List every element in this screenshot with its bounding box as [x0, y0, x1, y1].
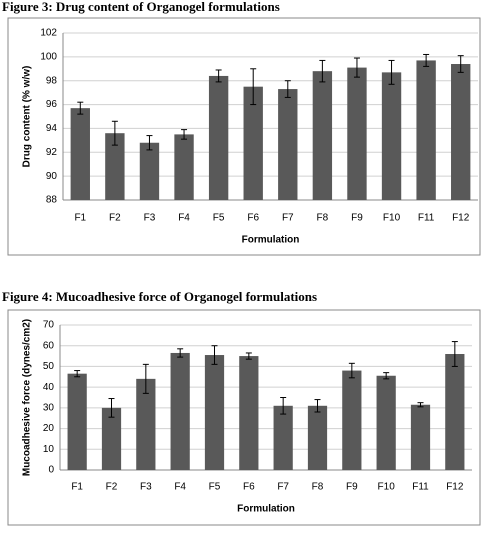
figure-caption: Figure 3: Drug content of Organogel form… — [2, 0, 280, 14]
bar — [67, 373, 87, 470]
bar — [105, 133, 125, 200]
bar — [376, 375, 396, 470]
x-tick-label: F9 — [346, 482, 358, 493]
bar — [101, 407, 122, 470]
x-tick-label: F9 — [351, 213, 363, 224]
x-axis-title: Formulation — [237, 504, 295, 515]
x-tick-label: F8 — [317, 213, 329, 224]
x-tick-label: F3 — [140, 482, 152, 493]
x-tick-label: F5 — [209, 482, 221, 493]
y-tick-label: 94 — [46, 123, 58, 134]
bar — [278, 89, 298, 200]
x-tick-label: F3 — [144, 213, 156, 224]
chart-frame — [7, 17, 481, 256]
y-tick-label: 40 — [43, 382, 55, 393]
y-tick-label: 30 — [43, 402, 55, 413]
bar — [307, 405, 328, 470]
bar — [136, 378, 156, 470]
x-tick-label: F4 — [174, 482, 186, 493]
x-axis-title: Formulation — [242, 235, 300, 246]
x-tick-label: F2 — [106, 482, 118, 493]
y-tick-label: 102 — [40, 28, 57, 39]
x-tick-label: F6 — [243, 482, 255, 493]
y-axis-title: Drug content (% w/w) — [22, 66, 33, 168]
y-tick-label: 90 — [46, 171, 58, 182]
x-tick-label: F1 — [74, 213, 86, 224]
x-tick-label: F10 — [378, 482, 396, 493]
x-tick-label: F2 — [109, 213, 121, 224]
y-tick-label: 10 — [43, 444, 55, 455]
bar — [273, 405, 293, 470]
x-tick-label: F1 — [71, 482, 83, 493]
bar — [342, 370, 362, 470]
bar — [445, 354, 465, 470]
x-tick-label: F5 — [213, 213, 225, 224]
y-tick-label: 50 — [43, 361, 55, 372]
bar — [243, 86, 263, 200]
bar — [204, 355, 225, 470]
chart-frame — [7, 309, 481, 526]
x-tick-label: F11 — [418, 213, 435, 224]
bar — [416, 60, 436, 200]
bar — [451, 64, 471, 200]
y-tick-label: 70 — [43, 320, 55, 331]
y-tick-label: 0 — [48, 465, 54, 476]
x-tick-label: F7 — [282, 213, 294, 224]
bar — [381, 72, 402, 200]
y-tick-label: 96 — [46, 99, 58, 110]
x-tick-label: F11 — [412, 482, 429, 493]
bar — [139, 142, 160, 200]
y-tick-label: 20 — [43, 423, 55, 434]
y-tick-label: 60 — [43, 340, 55, 351]
x-tick-label: F6 — [247, 213, 259, 224]
bar — [174, 134, 194, 200]
x-tick-label: F10 — [383, 213, 401, 224]
bar — [239, 356, 259, 470]
bar — [410, 404, 431, 470]
bar — [208, 75, 229, 200]
bar — [347, 67, 367, 200]
x-tick-label: F12 — [446, 482, 464, 493]
bar — [170, 352, 190, 470]
x-tick-label: F12 — [452, 213, 470, 224]
y-axis-title: Mucoadhesive force (dynes/cm2) — [22, 319, 33, 476]
figure-caption: Figure 4: Mucoadhesive force of Organoge… — [2, 289, 317, 304]
y-tick-label: 100 — [40, 51, 57, 62]
x-tick-label: F4 — [178, 213, 190, 224]
y-tick-label: 98 — [46, 75, 58, 86]
y-tick-label: 92 — [46, 147, 58, 158]
y-tick-label: 88 — [46, 195, 58, 206]
bar — [70, 108, 90, 200]
bar — [312, 71, 333, 201]
x-tick-label: F8 — [312, 482, 324, 493]
x-tick-label: F7 — [277, 482, 289, 493]
